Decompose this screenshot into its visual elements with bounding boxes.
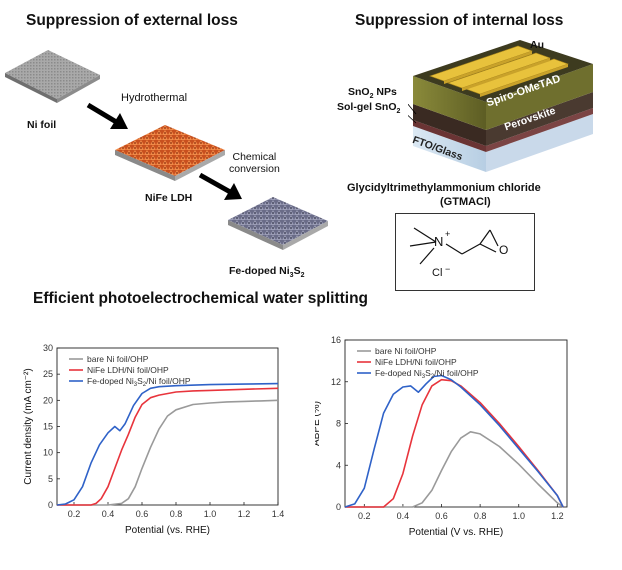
ni-foil-label: Ni foil [27, 119, 57, 131]
jv-ytick-label-3: 15 [43, 422, 53, 432]
jv-ytick-label-6: 30 [43, 343, 53, 353]
abpe-series-line-2 [344, 374, 564, 508]
abpe-xtick-label-4: 1.0 [512, 511, 525, 521]
abpe-legend-label-1: NiFe LDH/Ni foil/OHP [375, 357, 457, 367]
solgel-prefix: Sol-gel SnO [337, 101, 397, 113]
product-mid: S [293, 265, 301, 277]
abpe-xtick-label-1: 0.4 [397, 511, 410, 521]
chart-abpe: 0.2 0.4 0.6 0.8 1.0 1.2 0 4 8 12 16 Potential (V vs… [315, 335, 568, 538]
abpe-xlabel: Potential (V vs. RHE) [409, 527, 503, 538]
jv-legend-label-1: NiFe LDH/Ni foil/OHP [87, 365, 169, 375]
external-loss-diagram [5, 50, 328, 250]
jv-xtick-label-0: 0.2 [68, 509, 81, 519]
au-label: Au [530, 39, 544, 51]
nife-ldh-label: NiFe LDH [145, 192, 193, 204]
gtmacl-structure-box: N + O Cl − [395, 213, 535, 291]
chemical-text: Chemical [232, 151, 277, 163]
abpe-xtick-label-2: 0.6 [435, 511, 448, 521]
fe-doped-ni3s2-label: Fe-doped Ni3S2 [229, 265, 305, 279]
chemical-conversion-label: Chemical conversion [229, 151, 280, 175]
jv-xlabel: Potential (vs. RHE) [125, 525, 210, 536]
jv-xtick-label-3: 0.8 [170, 509, 183, 519]
product-sub2: 2 [300, 272, 305, 280]
jv-xtick-label-2: 0.6 [136, 509, 149, 519]
sno2-np-label: SnO2 NPs [348, 86, 397, 100]
internal-loss-title: Suppression of internal loss [355, 12, 564, 29]
cl-atom: Cl [432, 267, 443, 279]
sno2-np-prefix: SnO [348, 86, 370, 98]
arrow-chemical [198, 172, 242, 200]
abpe-ytick-label-3: 12 [331, 377, 341, 387]
abpe-ytick-label-1: 4 [336, 460, 341, 470]
abpe-xtick-label-0: 0.2 [358, 511, 371, 521]
jv-ytick-label-5: 25 [43, 369, 53, 379]
cl-minus-sign: − [445, 264, 451, 274]
conversion-text: conversion [229, 163, 280, 175]
jv-xtick-label-4: 1.0 [204, 509, 217, 519]
o-atom: O [499, 243, 509, 257]
jv-legend-label-0: bare Ni foil/OHP [87, 354, 149, 364]
device-stack-diagram [408, 40, 593, 172]
jv-ytick-label-2: 10 [43, 448, 53, 458]
jv-ytick-label-1: 5 [48, 474, 53, 484]
external-loss-title: Suppression of external loss [26, 12, 238, 29]
nife-ldh-plate [115, 125, 225, 181]
sno2-np-suffix: NPs [373, 86, 397, 98]
abpe-ytick-label-0: 0 [336, 502, 341, 512]
jv-series-line-1 [57, 387, 279, 506]
gtmacl-structure [409, 227, 499, 265]
abpe-legend-label-2: Fe-doped Ni3S2/Ni foil/OHP [375, 368, 479, 380]
gtmacl-abbr: (GTMACl) [440, 196, 491, 208]
chart-current-density: 0.2 0.4 0.6 0.8 1.0 1.2 1.4 0 5 10 15 20 25 30 Potenti… [23, 343, 285, 536]
abpe-ytick-label-4: 16 [331, 335, 341, 345]
ni-foil-plate [5, 50, 100, 103]
jv-ytick-label-4: 20 [43, 395, 53, 405]
abpe-series-line-1 [345, 378, 564, 508]
abpe-legend-label-0: bare Ni foil/OHP [375, 346, 437, 356]
arrow-hydrothermal [86, 102, 128, 129]
abpe-series-line-0 [345, 431, 564, 508]
product-prefix: Fe-doped Ni [229, 265, 290, 277]
abpe-ylabel: ABPE (%) [315, 401, 322, 446]
jv-series-line-2 [56, 382, 279, 506]
n-atom: N [434, 234, 444, 249]
jv-legend-label-2: Fe-doped Ni3S2/Ni foil/OHP [87, 376, 191, 388]
jv-ylabel: Current density (mA cm⁻²) [23, 368, 34, 484]
n-plus-sign: + [445, 229, 451, 239]
solgel-sno2-label: Sol-gel SnO2 [337, 101, 400, 115]
solgel-sub: 2 [396, 108, 401, 116]
abpe-xtick-label-3: 0.8 [474, 511, 487, 521]
jv-series-line-0 [57, 399, 279, 506]
jv-xtick-label-5: 1.2 [238, 509, 251, 519]
sno2-np-sub: 2 [369, 93, 374, 101]
hydrothermal-label: Hydrothermal [121, 92, 188, 104]
fe-doped-ni3s2-plate [228, 197, 328, 250]
efficient-title: Efficient photoelectrochemical water spl… [33, 290, 369, 307]
jv-xtick-label-6: 1.4 [272, 509, 285, 519]
product-sub1: 3 [289, 272, 294, 280]
jv-ytick-label-0: 0 [48, 500, 53, 510]
jv-xtick-label-1: 0.4 [102, 509, 115, 519]
abpe-xtick-label-5: 1.2 [551, 511, 564, 521]
gtmacl-name: Glycidyltrimethylammonium chloride [347, 182, 541, 194]
abpe-ytick-label-2: 8 [336, 419, 341, 429]
